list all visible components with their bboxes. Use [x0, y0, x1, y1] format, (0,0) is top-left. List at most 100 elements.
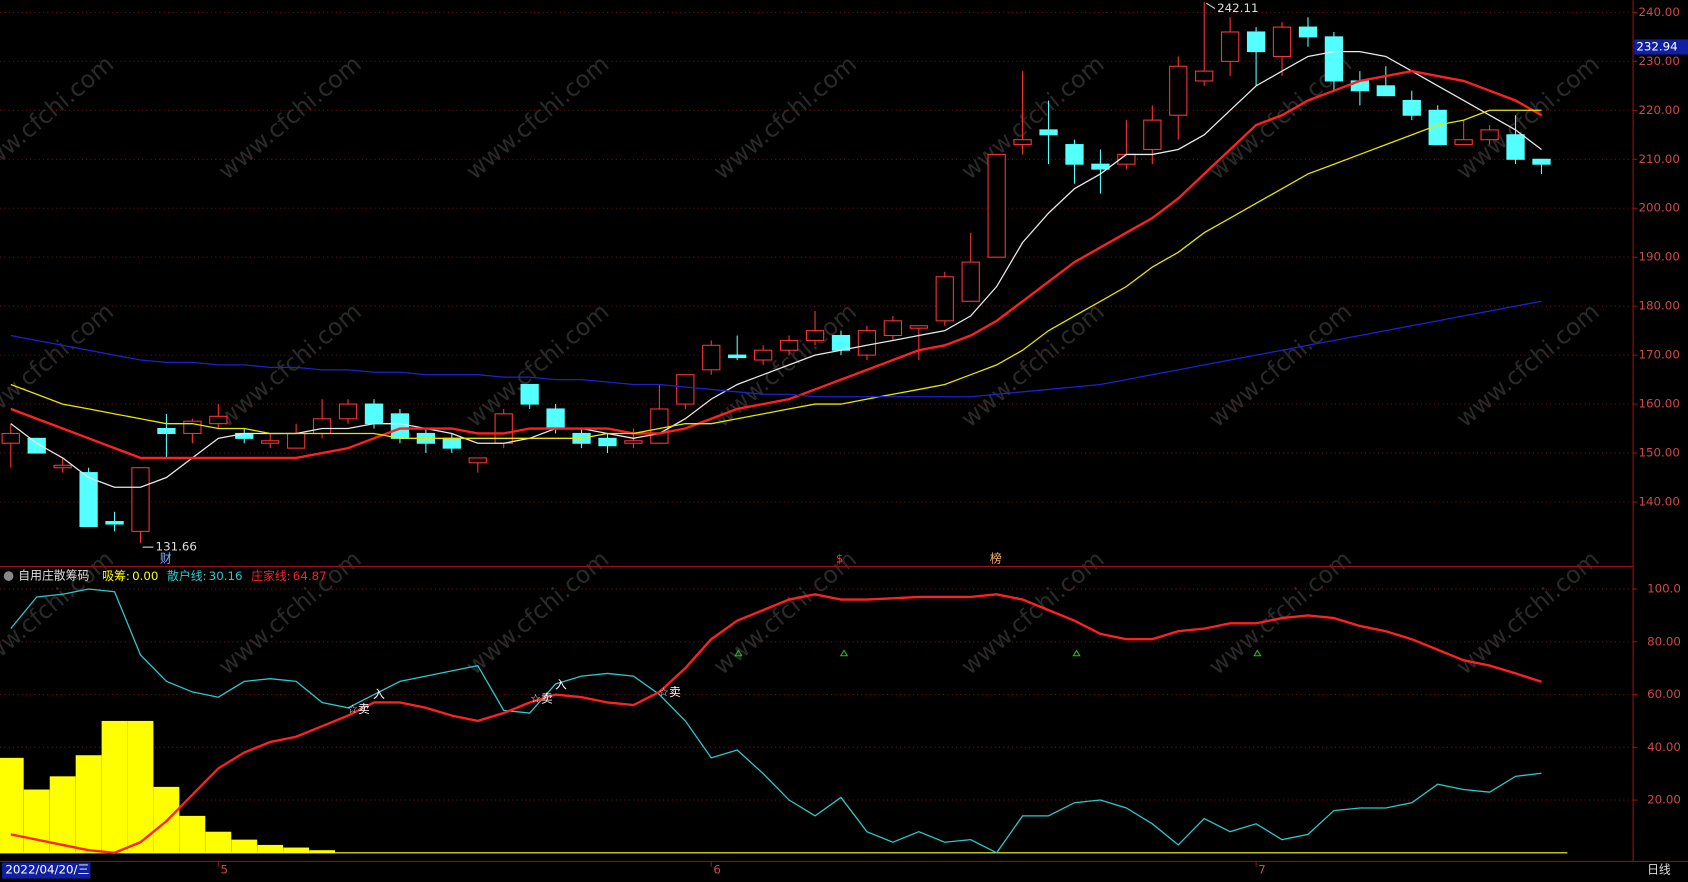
candle-body: [676, 374, 695, 405]
candle-body: [1324, 36, 1344, 82]
y-tick-label: 140.00: [1638, 494, 1679, 508]
cursor-date: 2022/04/20/三: [5, 862, 89, 876]
indicator-title: 自用庄散筹码: [18, 569, 89, 583]
bar: [0, 757, 24, 853]
bar: [283, 847, 310, 853]
bar: [257, 844, 284, 853]
candle-body: [961, 261, 980, 302]
event-marker: $: [836, 551, 844, 565]
candle-body: [442, 437, 461, 449]
high-arrow: [1206, 2, 1216, 9]
event-marker: 榜: [990, 551, 1002, 565]
signal-annotation: ☆卖: [530, 691, 553, 705]
candle-body: [1195, 70, 1214, 82]
indicator-icon[interactable]: [3, 571, 14, 581]
candle-body: [131, 467, 150, 532]
candle-body: [1272, 26, 1292, 58]
candle-body: [624, 440, 643, 444]
candle-body: [1506, 134, 1525, 160]
candle-body: [1246, 31, 1266, 53]
candle-body: [1143, 119, 1162, 151]
candle-body: [1, 432, 20, 444]
bar: [179, 815, 206, 853]
candle-body: [1376, 85, 1395, 97]
x-tick-label: 7: [1258, 862, 1266, 876]
candle-body: [598, 437, 617, 447]
period[interactable]: 日线: [1647, 862, 1671, 876]
candle-body: [779, 339, 799, 351]
signal-annotation: ☆卖: [347, 702, 370, 716]
signal-annotation: 入: [555, 677, 567, 691]
legend-value: 30.16: [209, 569, 243, 583]
candle-body: [468, 457, 487, 464]
candle-body: [1169, 65, 1188, 116]
ma-line: [10, 109, 1542, 439]
signal-annotation: 入: [373, 687, 385, 701]
bar: [23, 789, 50, 853]
candle-body: [1480, 129, 1499, 141]
candle-body: [831, 334, 851, 351]
signal-triangle: [1253, 649, 1262, 657]
y-tick-label: 240.00: [1638, 5, 1679, 19]
candle-body: [79, 472, 98, 528]
candle-body: [1532, 158, 1551, 165]
signal-triangle: [1072, 649, 1081, 657]
candle-body: [935, 276, 954, 322]
candle-body: [1402, 99, 1421, 116]
y-tick-label: 200.00: [1638, 201, 1679, 215]
candle-body: [1013, 139, 1032, 146]
legend-name: 散户线:: [167, 569, 206, 583]
bar: [205, 831, 232, 853]
candle-body: [157, 428, 176, 434]
y-tick-label: 210.00: [1638, 152, 1679, 166]
candle-body: [1298, 26, 1318, 38]
date-box: [2, 862, 91, 879]
candle-body: [287, 432, 306, 449]
y-tick-label: 100.0: [1647, 582, 1681, 596]
candle-body: [520, 383, 539, 405]
candle-body: [105, 521, 124, 525]
y-tick-label: 220.00: [1638, 103, 1679, 117]
indicator-line: [10, 588, 1542, 854]
x-tick-label: 6: [713, 862, 721, 876]
y-tick-label: 190.00: [1638, 250, 1679, 264]
candle-body: [909, 325, 928, 329]
y-tick-label: 170.00: [1638, 348, 1679, 362]
candle-body: [53, 464, 72, 469]
indicator-line: [10, 593, 1542, 854]
y-tick-label: 40.00: [1647, 740, 1681, 754]
candle-body: [364, 403, 384, 425]
candle-body: [1039, 129, 1058, 136]
y-tick-label: 80.00: [1647, 634, 1681, 648]
candle-body: [1454, 139, 1473, 146]
candle-body: [1091, 163, 1110, 170]
event-marker: 财: [160, 551, 172, 565]
candle-body: [261, 440, 280, 444]
y-tick-label: 20.00: [1647, 793, 1681, 807]
low-label: 131.66: [156, 540, 197, 554]
y-tick-label: 230.00: [1638, 54, 1679, 68]
cursor-price: 232.94: [1636, 39, 1677, 53]
ma-line: [10, 50, 1542, 488]
cursor-price-box: [1634, 39, 1688, 55]
candle-body: [312, 418, 332, 434]
x-tick-label: 5: [220, 862, 228, 876]
ma-line: [10, 300, 1542, 398]
signal-triangle: [734, 649, 743, 657]
bar: [127, 720, 154, 853]
bar: [49, 776, 76, 853]
y-tick-label: 180.00: [1638, 299, 1679, 313]
candle-body: [546, 408, 565, 430]
signal-annotation: ☆卖: [658, 685, 681, 699]
candle-body: [728, 354, 747, 359]
candle-body: [987, 153, 1006, 258]
legend-value: 64.87: [293, 569, 327, 583]
signal-triangle: [839, 649, 849, 657]
candle-body: [1428, 109, 1447, 146]
candle-body: [805, 330, 825, 341]
y-tick-label: 160.00: [1638, 397, 1679, 411]
high-label: 242.11: [1217, 1, 1258, 15]
